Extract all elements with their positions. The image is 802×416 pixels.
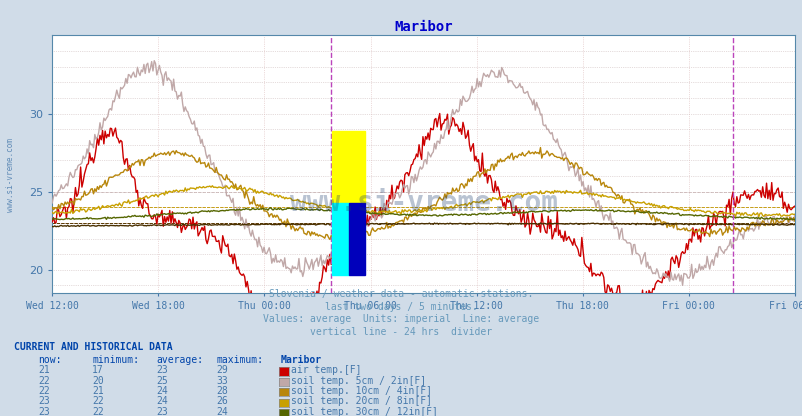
Text: Values: average  Units: imperial  Line: average: Values: average Units: imperial Line: av… [263, 314, 539, 324]
Text: vertical line - 24 hrs  divider: vertical line - 24 hrs divider [310, 327, 492, 337]
Text: minimum:: minimum: [92, 355, 140, 365]
Text: 28: 28 [217, 386, 229, 396]
Text: 23: 23 [156, 365, 168, 375]
Text: soil temp. 30cm / 12in[F]: soil temp. 30cm / 12in[F] [291, 407, 438, 416]
Text: last two days / 5 minutes.: last two days / 5 minutes. [325, 302, 477, 312]
Text: average:: average: [156, 355, 204, 365]
Text: 22: 22 [38, 376, 51, 386]
Bar [332, 131, 364, 203]
Text: 21: 21 [38, 365, 51, 375]
Text: 33: 33 [217, 376, 229, 386]
Text: maximum:: maximum: [217, 355, 264, 365]
Text: 29: 29 [217, 365, 229, 375]
Text: www.si-vreme.com: www.si-vreme.com [290, 189, 557, 217]
Text: 25: 25 [156, 376, 168, 386]
Text: Slovenia / weather data - automatic stations.: Slovenia / weather data - automatic stat… [269, 290, 533, 300]
Text: air temp.[F]: air temp.[F] [291, 365, 362, 375]
Text: www.si-vreme.com: www.si-vreme.com [6, 138, 15, 212]
Text: 23: 23 [38, 407, 51, 416]
Text: soil temp. 20cm / 8in[F]: soil temp. 20cm / 8in[F] [291, 396, 432, 406]
Text: 20: 20 [92, 376, 104, 386]
Title: Maribor: Maribor [394, 20, 452, 34]
Text: 17: 17 [92, 365, 104, 375]
Text: Maribor: Maribor [281, 355, 322, 365]
Text: 23: 23 [38, 396, 51, 406]
Text: 23: 23 [156, 407, 168, 416]
Text: soil temp. 5cm / 2in[F]: soil temp. 5cm / 2in[F] [291, 376, 426, 386]
Text: CURRENT AND HISTORICAL DATA: CURRENT AND HISTORICAL DATA [14, 342, 173, 352]
Text: 22: 22 [92, 396, 104, 406]
Bar [348, 203, 364, 275]
Text: 22: 22 [92, 407, 104, 416]
Text: 24: 24 [217, 407, 229, 416]
Text: 26: 26 [217, 396, 229, 406]
Text: soil temp. 10cm / 4in[F]: soil temp. 10cm / 4in[F] [291, 386, 432, 396]
Text: 22: 22 [38, 386, 51, 396]
Bar [332, 203, 348, 275]
Text: now:: now: [38, 355, 62, 365]
Text: 24: 24 [156, 386, 168, 396]
Text: 21: 21 [92, 386, 104, 396]
Text: 24: 24 [156, 396, 168, 406]
